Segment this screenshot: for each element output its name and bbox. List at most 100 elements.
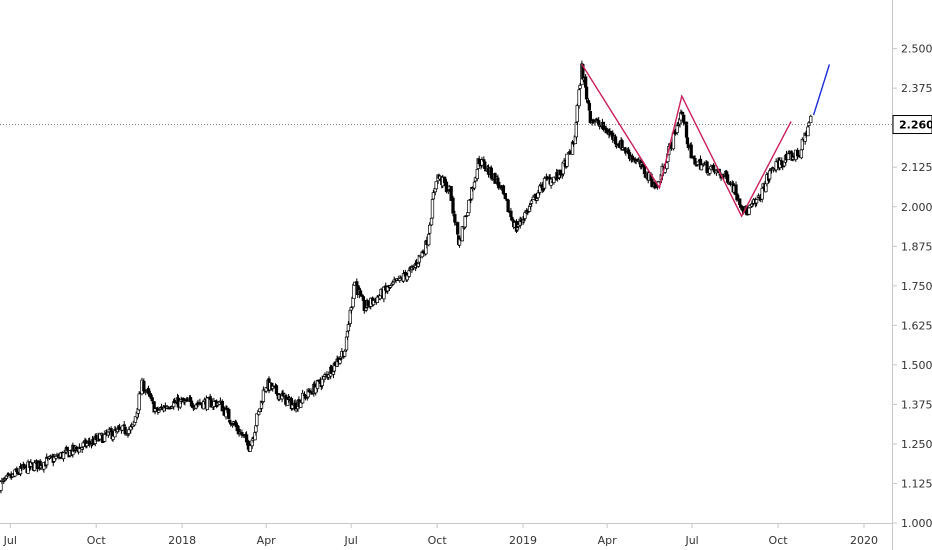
candle-body — [640, 163, 645, 167]
candle-body — [539, 183, 543, 186]
candle-body — [806, 126, 810, 137]
candle — [294, 408, 298, 413]
candle — [699, 162, 704, 171]
candle-body — [675, 125, 679, 133]
candle — [680, 110, 684, 116]
candle — [431, 189, 436, 200]
time-axis-label: 2020 — [850, 534, 878, 547]
price-axis-label: 2.375 — [901, 82, 932, 95]
candle — [800, 137, 804, 151]
candle-body — [680, 111, 684, 115]
candle — [385, 285, 390, 294]
candle-body — [693, 158, 697, 165]
candle-body — [382, 286, 386, 300]
candle — [754, 198, 759, 207]
candle-body — [429, 217, 434, 226]
time-axis-label: Jul — [684, 534, 698, 547]
time-axis[interactable]: Jul Oct 2018 Apr Jul Oct 2019 Apr Jul Oct 2020 — [3, 523, 878, 547]
time-axis-label: Oct — [87, 534, 107, 547]
candle — [205, 397, 210, 410]
candle-body — [464, 215, 468, 218]
candle-body — [510, 216, 514, 221]
candle-body — [188, 397, 193, 401]
candle-body — [738, 198, 742, 206]
candle — [170, 405, 174, 409]
candle-body — [774, 161, 778, 171]
candle — [806, 125, 810, 137]
pattern-line — [581, 64, 792, 218]
candle — [665, 161, 669, 170]
candle-body — [320, 378, 324, 386]
candle-body — [391, 281, 395, 285]
candle — [637, 157, 641, 165]
candle — [574, 120, 578, 141]
candle — [55, 452, 59, 456]
candle-body — [355, 281, 359, 286]
candle — [307, 388, 311, 393]
candle-body — [431, 192, 436, 200]
candle — [760, 185, 764, 203]
candle — [735, 191, 739, 202]
candle — [577, 88, 581, 109]
candle — [255, 413, 259, 428]
candle — [456, 221, 460, 238]
candle — [157, 408, 161, 414]
candle — [375, 294, 379, 303]
candle — [122, 421, 126, 427]
candle — [248, 444, 252, 452]
candle — [137, 391, 141, 412]
candle — [684, 121, 689, 140]
candle-body — [220, 400, 224, 412]
price-axis-label: 1.750 — [901, 280, 932, 293]
candle-body — [157, 409, 161, 413]
candle-body — [137, 393, 141, 411]
time-axis-label: Apr — [598, 534, 618, 547]
price-tag-label: 2.260 — [899, 119, 932, 132]
candle — [429, 217, 434, 226]
candle-body — [472, 181, 477, 189]
candle-body — [309, 391, 313, 393]
candle — [274, 384, 279, 396]
candle-body — [85, 443, 89, 447]
candle-body — [255, 413, 259, 426]
candle-body — [604, 127, 608, 134]
candle-body — [587, 102, 592, 111]
candle — [430, 196, 435, 219]
candle-body — [349, 307, 353, 311]
candle-body — [482, 159, 486, 162]
candle-body — [229, 422, 233, 425]
candle-body — [483, 161, 487, 170]
candle-body — [430, 199, 435, 219]
candle-body — [189, 400, 194, 407]
candle-body — [475, 169, 479, 180]
candle — [150, 394, 154, 404]
candle-body — [467, 199, 471, 214]
candle-body — [689, 144, 693, 159]
candle — [349, 306, 353, 314]
candle-body — [506, 199, 510, 213]
candle-body — [578, 84, 582, 89]
candle — [565, 153, 569, 167]
candle — [467, 199, 471, 214]
price-axis-label: 1.125 — [901, 477, 932, 490]
candle-body — [54, 456, 58, 459]
price-axis-label: 1.875 — [901, 240, 932, 253]
candle-body — [88, 440, 92, 445]
candle — [261, 386, 266, 402]
candle-body — [735, 193, 739, 201]
time-axis-label: Oct — [769, 534, 789, 547]
candle-body — [627, 152, 632, 159]
candle — [434, 181, 438, 190]
candle-body — [150, 397, 154, 402]
candle-body — [809, 115, 813, 124]
candle — [542, 176, 547, 191]
candle — [529, 198, 534, 206]
candle — [693, 155, 697, 166]
candle-body — [15, 468, 19, 473]
candle-body — [111, 435, 115, 440]
candle-body — [552, 176, 556, 183]
candle — [258, 408, 262, 413]
candle-body — [102, 434, 107, 442]
candle-body — [725, 174, 730, 183]
candle-body — [460, 226, 464, 242]
